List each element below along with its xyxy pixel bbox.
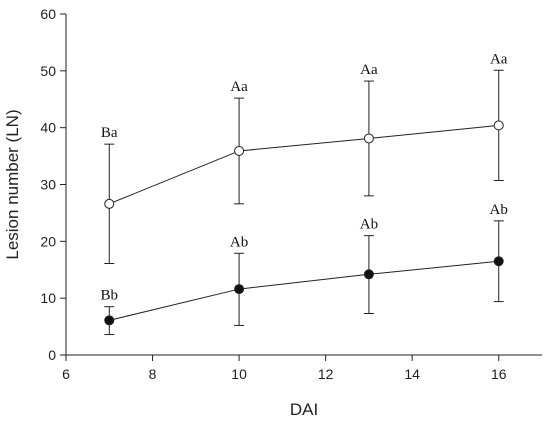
significance-label: Aa	[230, 79, 248, 95]
series-line	[109, 260, 499, 321]
data-point	[493, 120, 504, 131]
significance-label: Ab	[360, 217, 378, 233]
series-1	[104, 69, 504, 264]
y-tick-label: 0	[48, 347, 56, 363]
data-point	[363, 269, 374, 280]
significance-label: Aa	[490, 51, 508, 67]
x-tick-label: 6	[62, 366, 70, 382]
data-point	[104, 198, 115, 209]
x-axis-title: DAI	[290, 400, 318, 419]
series-2	[104, 220, 504, 336]
significance-label: Bb	[101, 288, 119, 304]
x-tick-label: 14	[404, 366, 420, 382]
y-tick-label: 10	[40, 290, 56, 306]
y-tick-label: 20	[40, 233, 56, 249]
data-point	[234, 145, 245, 156]
significance-label: Ab	[490, 202, 508, 218]
y-tick-label: 60	[40, 6, 56, 22]
series-line	[109, 124, 499, 205]
x-tick-label: 10	[231, 366, 247, 382]
x-tick-label: 16	[491, 366, 507, 382]
data-point	[363, 133, 374, 144]
significance-label: Aa	[360, 62, 378, 78]
data-point	[234, 284, 245, 295]
data-point	[493, 256, 504, 267]
y-tick-label: 30	[40, 177, 56, 193]
data-point	[104, 315, 115, 326]
significance-label: Ba	[101, 125, 118, 141]
ticks: 6 8 10 12 14 16 0 10 20 30 40 50 60	[40, 6, 506, 382]
axes	[65, 14, 542, 356]
x-tick-label: 8	[149, 366, 157, 382]
y-tick-label: 40	[40, 120, 56, 136]
significance-label: Ab	[230, 234, 248, 250]
y-axis-title: Lesion number (LN)	[3, 109, 22, 259]
y-tick-label: 50	[40, 63, 56, 79]
x-tick-label: 12	[318, 366, 334, 382]
series-layer	[104, 69, 504, 336]
annotation-layer: Ba Aa Aa Aa Bb Ab Ab Ab	[101, 51, 508, 303]
